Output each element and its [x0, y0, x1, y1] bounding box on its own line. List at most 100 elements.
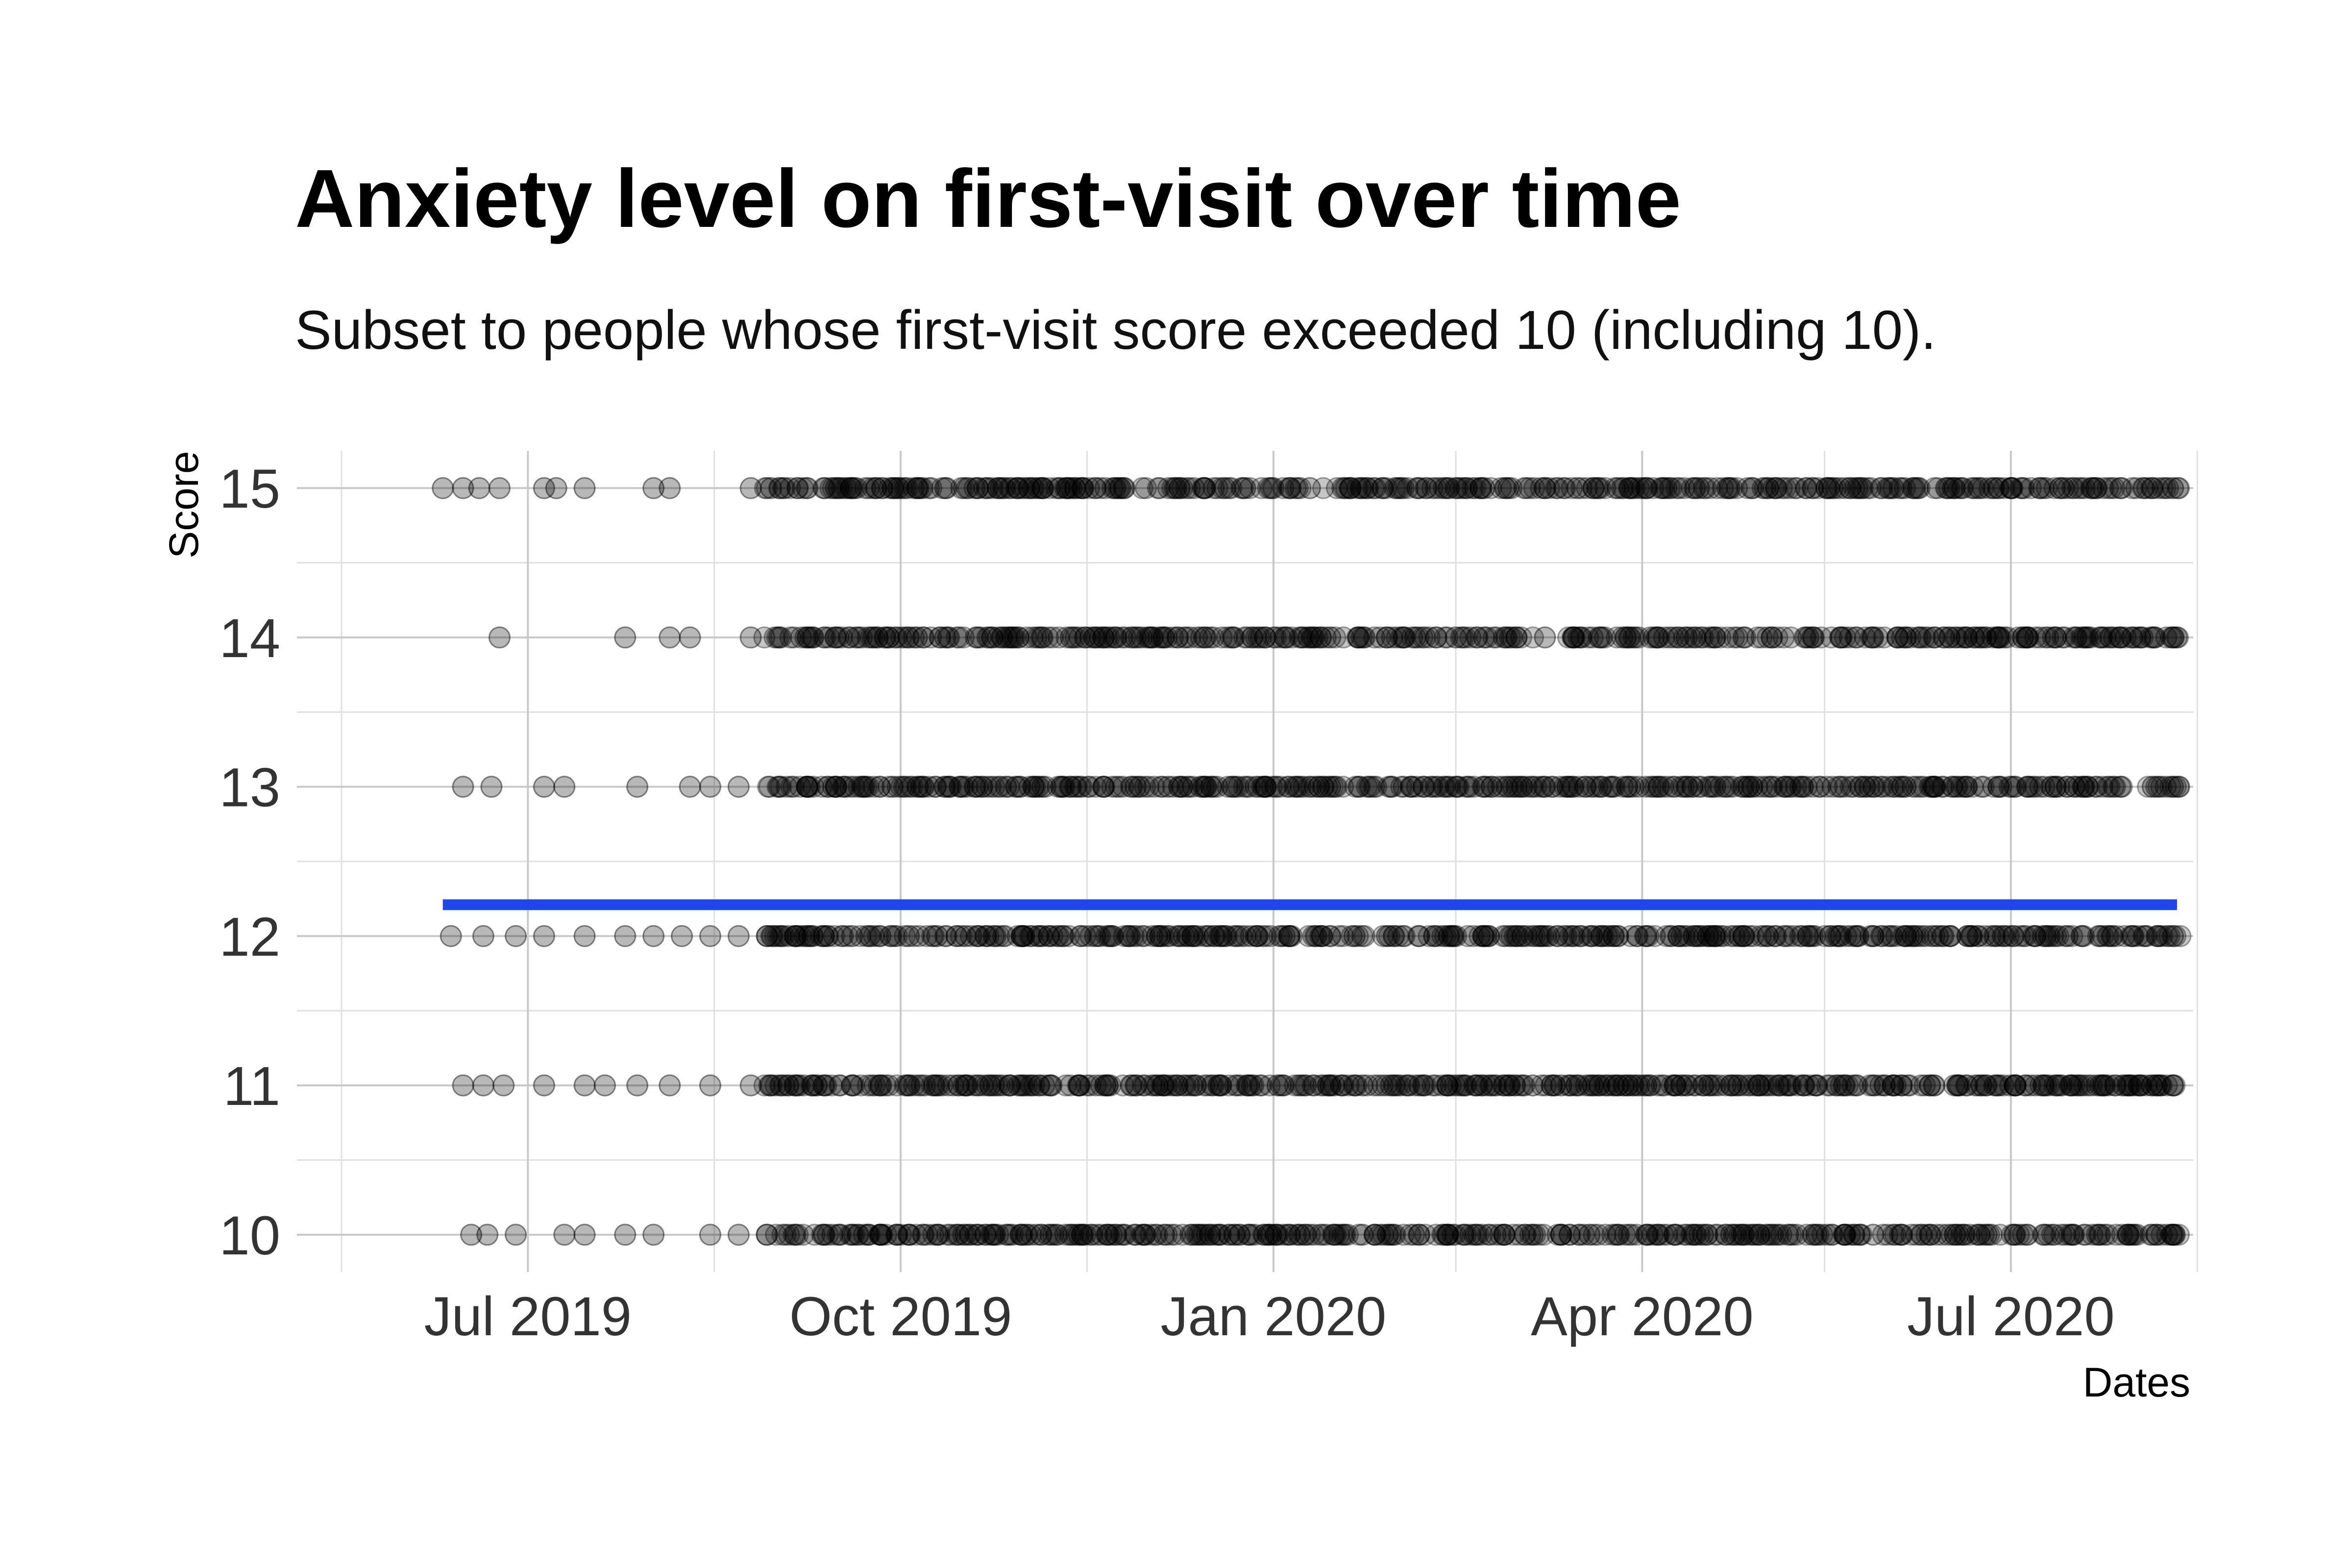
data-point — [533, 477, 555, 499]
data-point — [1416, 477, 1438, 499]
data-point — [1352, 477, 1374, 499]
data-point — [773, 477, 796, 499]
data-point — [614, 925, 637, 947]
data-point — [854, 477, 877, 499]
data-point — [679, 626, 701, 649]
chart-subtitle: Subset to people whose first-visit score… — [295, 299, 1936, 361]
data-point — [1751, 477, 1774, 499]
data-point — [1469, 477, 1491, 499]
data-point — [1470, 477, 1492, 499]
data-point — [1878, 477, 1900, 499]
data-point — [1038, 477, 1061, 499]
data-point — [1604, 477, 1626, 499]
x-tick-label: Apr 2020 — [1531, 1286, 1754, 1347]
data-point — [1437, 477, 1459, 499]
data-point — [1901, 477, 1924, 499]
data-point — [989, 477, 1012, 499]
data-point — [1279, 477, 1302, 499]
data-point — [906, 477, 929, 499]
data-point — [963, 477, 986, 499]
data-point — [1786, 477, 1809, 499]
y-tick-label: 12 — [219, 906, 280, 967]
data-point — [878, 477, 901, 499]
data-point — [792, 477, 814, 499]
data-point — [1480, 477, 1502, 499]
data-point — [573, 925, 596, 947]
data-point — [1339, 477, 1362, 499]
data-point — [1165, 477, 1187, 499]
data-point — [1834, 477, 1856, 499]
grid-layer — [297, 451, 2198, 1272]
data-point — [1372, 477, 1394, 499]
data-point — [1683, 477, 1706, 499]
data-point — [1234, 477, 1256, 499]
data-point — [1908, 477, 1931, 499]
data-point — [699, 1224, 721, 1246]
data-point — [1653, 477, 1676, 499]
data-point — [1058, 477, 1081, 499]
data-point — [1801, 477, 1824, 499]
data-point — [2109, 477, 2132, 499]
data-point — [987, 477, 1009, 499]
data-point — [1852, 477, 1874, 499]
data-point — [1078, 477, 1101, 499]
data-point — [796, 477, 819, 499]
data-point — [642, 477, 665, 499]
data-point — [1795, 477, 1818, 499]
data-point — [1107, 477, 1129, 499]
data-point — [1882, 477, 1905, 499]
data-point — [1534, 477, 1556, 499]
data-point — [1094, 477, 1117, 499]
data-point — [1445, 477, 1467, 499]
data-point — [871, 477, 894, 499]
data-point — [840, 477, 862, 499]
data-point — [468, 477, 490, 499]
data-point — [918, 477, 940, 499]
data-point — [614, 1224, 637, 1246]
data-point — [1494, 477, 1517, 499]
data-point — [1048, 477, 1071, 499]
data-point — [760, 477, 782, 499]
data-point — [2167, 626, 2189, 649]
data-point — [727, 776, 750, 798]
data-point — [1843, 477, 1866, 499]
data-point — [1681, 477, 1703, 499]
data-point — [786, 477, 809, 499]
data-point — [699, 776, 721, 798]
data-point — [1534, 477, 1556, 499]
data-point — [841, 477, 863, 499]
data-point — [976, 477, 998, 499]
data-point — [1232, 477, 1254, 499]
data-point — [1452, 477, 1475, 499]
data-point — [1250, 477, 1273, 499]
data-point — [1338, 477, 1361, 499]
data-point — [1623, 477, 1646, 499]
data-point — [1923, 1074, 1946, 1097]
data-point — [871, 477, 893, 499]
data-point — [659, 477, 681, 499]
y-tick-label: 15 — [219, 458, 280, 519]
data-point — [1261, 477, 1283, 499]
data-point — [1350, 477, 1372, 499]
data-point — [593, 1074, 616, 1097]
data-point — [822, 477, 844, 499]
data-point — [671, 925, 693, 947]
data-point — [1807, 477, 1830, 499]
data-point — [1688, 477, 1710, 499]
data-point — [934, 477, 956, 499]
data-point — [1904, 477, 1927, 499]
data-point — [1658, 477, 1681, 499]
data-point — [1171, 477, 1193, 499]
data-point — [1390, 477, 1413, 499]
data-point — [1829, 477, 1851, 499]
data-point — [1570, 477, 1593, 499]
data-point — [768, 477, 790, 499]
data-point — [1846, 477, 1868, 499]
data-point — [1545, 477, 1568, 499]
data-point — [1651, 477, 1674, 499]
data-point — [1392, 477, 1415, 499]
data-point — [1018, 477, 1041, 499]
data-point — [1325, 477, 1348, 499]
data-point — [1718, 477, 1740, 499]
data-point — [1716, 477, 1739, 499]
